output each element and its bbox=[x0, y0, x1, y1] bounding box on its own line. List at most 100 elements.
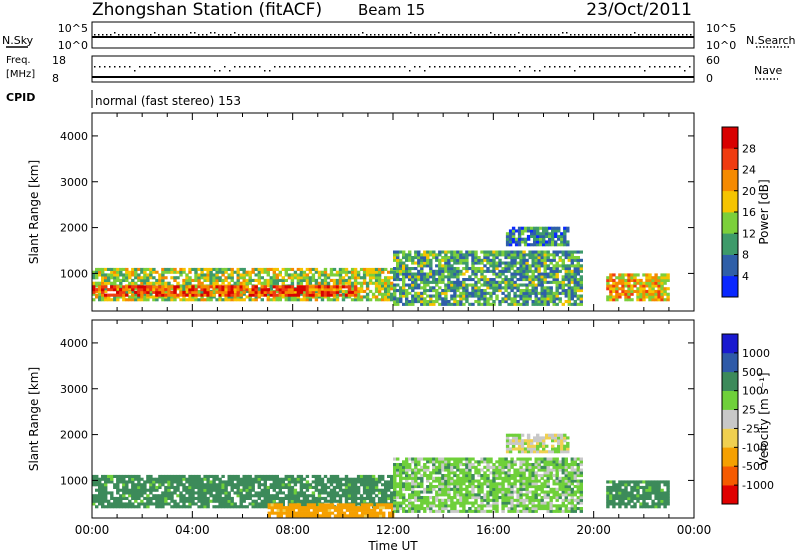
heatmap-cell bbox=[528, 253, 532, 257]
heatmap-cell bbox=[399, 474, 403, 478]
heatmap-cell bbox=[432, 300, 436, 304]
heatmap-cell bbox=[263, 494, 267, 498]
heatmap-cell bbox=[534, 267, 538, 271]
heatmap-cell bbox=[119, 284, 123, 288]
heatmap-cell bbox=[194, 284, 198, 288]
heatmap-cell bbox=[104, 499, 108, 503]
heatmap-cell bbox=[131, 289, 135, 293]
heatmap-cell bbox=[269, 496, 273, 500]
nave-dot bbox=[384, 66, 386, 68]
heatmap-cell bbox=[492, 256, 496, 260]
heatmap-cell bbox=[570, 261, 574, 265]
heatmap-cell bbox=[546, 501, 550, 505]
heatmap-cell bbox=[495, 272, 499, 276]
heatmap-cell bbox=[281, 288, 285, 292]
heatmap-cell bbox=[420, 286, 424, 290]
heatmap-cell bbox=[275, 288, 279, 292]
heatmap-cell bbox=[314, 281, 319, 285]
heatmap-cell bbox=[507, 479, 511, 483]
heatmap-cell bbox=[423, 501, 427, 505]
heatmap-cell bbox=[549, 468, 553, 472]
nave-dot bbox=[99, 66, 101, 68]
heatmap-cell bbox=[480, 261, 484, 265]
heatmap-cell bbox=[540, 291, 544, 295]
heatmap-cell bbox=[388, 511, 392, 515]
heatmap-cell bbox=[320, 295, 325, 299]
heatmap-cell bbox=[385, 506, 389, 510]
heatmap-cell bbox=[558, 283, 562, 287]
noise-search-dot bbox=[398, 34, 400, 36]
heatmap-cell bbox=[549, 286, 553, 290]
heatmap-cell bbox=[546, 256, 550, 260]
heatmap-cell bbox=[251, 477, 255, 481]
heatmap-cell bbox=[510, 474, 514, 478]
heatmap-cell bbox=[414, 261, 418, 265]
heatmap-cell bbox=[203, 491, 207, 495]
heatmap-cell bbox=[278, 285, 282, 289]
heatmap-cell bbox=[453, 289, 457, 293]
heatmap-cell bbox=[350, 293, 355, 297]
heatmap-cell bbox=[374, 267, 379, 271]
heatmap-cell bbox=[200, 288, 204, 292]
heatmap-cell bbox=[519, 261, 523, 265]
heatmap-cell bbox=[516, 256, 520, 260]
heatmap-cell bbox=[558, 468, 562, 472]
heatmap-cell bbox=[402, 272, 406, 276]
heatmap-cell bbox=[429, 501, 433, 505]
heatmap-cell bbox=[579, 258, 583, 262]
heatmap-cell bbox=[287, 290, 292, 294]
heatmap-cell bbox=[182, 290, 186, 294]
heatmap-cell bbox=[498, 283, 502, 287]
heatmap-cell bbox=[306, 514, 311, 518]
heatmap-cell bbox=[462, 504, 466, 508]
heatmap-cell bbox=[438, 457, 442, 461]
heatmap-cell bbox=[408, 509, 412, 513]
heatmap-cell bbox=[654, 284, 658, 288]
heatmap-cell bbox=[134, 281, 138, 285]
heatmap-cell bbox=[251, 499, 255, 503]
heatmap-cell bbox=[293, 293, 298, 297]
heatmap-cell bbox=[227, 496, 231, 500]
heatmap-cell bbox=[374, 298, 379, 302]
heatmap-cell bbox=[269, 281, 273, 285]
heatmap-cell bbox=[606, 278, 610, 282]
heatmap-cell bbox=[414, 256, 418, 260]
heatmap-cell bbox=[438, 504, 442, 508]
heatmap-cell bbox=[417, 496, 421, 500]
heatmap-cell bbox=[480, 278, 484, 282]
heatmap-cell bbox=[528, 496, 532, 500]
heatmap-cell bbox=[633, 281, 637, 285]
heatmap-cell bbox=[393, 471, 397, 475]
heatmap-cell bbox=[161, 293, 165, 297]
heatmap-cell bbox=[447, 272, 451, 276]
heatmap-cell bbox=[218, 276, 222, 280]
heatmap-cell bbox=[522, 264, 526, 268]
date-label: 23/Oct/2011 bbox=[586, 0, 692, 20]
heatmap-cell bbox=[326, 477, 331, 481]
heatmap-cell bbox=[200, 273, 204, 277]
heatmap-cell bbox=[233, 502, 237, 506]
heatmap-cell bbox=[435, 297, 439, 301]
heatmap-cell bbox=[203, 502, 207, 506]
heatmap-cell bbox=[215, 505, 219, 509]
heatmap-cell bbox=[510, 253, 514, 257]
heatmap-cell bbox=[362, 485, 367, 489]
heatmap-cell bbox=[573, 460, 577, 464]
heatmap-cell bbox=[107, 273, 111, 277]
heatmap-cell bbox=[185, 499, 189, 503]
heatmap-cell bbox=[326, 285, 331, 289]
heatmap-cell bbox=[393, 292, 397, 296]
heatmap-cell bbox=[390, 281, 394, 285]
heatmap-cell bbox=[459, 294, 463, 298]
heatmap-cell bbox=[501, 457, 505, 461]
nave-dot bbox=[199, 66, 201, 68]
heatmap-cell bbox=[137, 273, 141, 277]
heatmap-cell bbox=[341, 477, 346, 481]
heatmap-cell bbox=[390, 292, 394, 296]
heatmap-cell bbox=[350, 287, 355, 291]
heatmap-cell bbox=[519, 485, 523, 489]
heatmap-cell bbox=[489, 253, 493, 257]
heatmap-cell bbox=[185, 480, 189, 484]
heatmap-cell bbox=[167, 270, 171, 274]
heatmap-cell bbox=[513, 482, 517, 486]
